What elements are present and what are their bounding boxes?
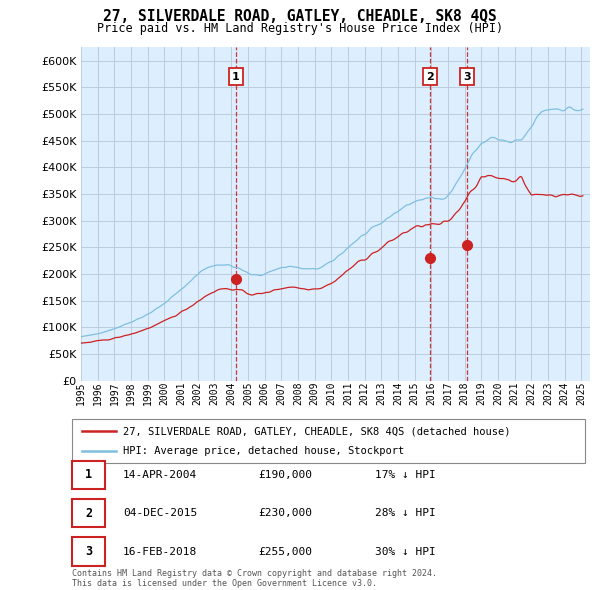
Text: 16-FEB-2018: 16-FEB-2018: [123, 547, 197, 556]
Text: Price paid vs. HM Land Registry's House Price Index (HPI): Price paid vs. HM Land Registry's House …: [97, 22, 503, 35]
Text: 2: 2: [426, 71, 434, 81]
Text: 27, SILVERDALE ROAD, GATLEY, CHEADLE, SK8 4QS (detached house): 27, SILVERDALE ROAD, GATLEY, CHEADLE, SK…: [124, 427, 511, 436]
Text: £190,000: £190,000: [258, 470, 312, 480]
Text: £230,000: £230,000: [258, 509, 312, 518]
Text: 14-APR-2004: 14-APR-2004: [123, 470, 197, 480]
Text: £255,000: £255,000: [258, 547, 312, 556]
Text: 1: 1: [85, 468, 92, 481]
Text: 28% ↓ HPI: 28% ↓ HPI: [375, 509, 436, 518]
Text: 1: 1: [232, 71, 240, 81]
Text: 27, SILVERDALE ROAD, GATLEY, CHEADLE, SK8 4QS: 27, SILVERDALE ROAD, GATLEY, CHEADLE, SK…: [103, 9, 497, 24]
Text: 04-DEC-2015: 04-DEC-2015: [123, 509, 197, 518]
Text: 2: 2: [85, 507, 92, 520]
Text: Contains HM Land Registry data © Crown copyright and database right 2024.
This d: Contains HM Land Registry data © Crown c…: [72, 569, 437, 588]
Text: 30% ↓ HPI: 30% ↓ HPI: [375, 547, 436, 556]
Text: 3: 3: [463, 71, 470, 81]
Text: HPI: Average price, detached house, Stockport: HPI: Average price, detached house, Stoc…: [124, 446, 404, 455]
Text: 17% ↓ HPI: 17% ↓ HPI: [375, 470, 436, 480]
Text: 3: 3: [85, 545, 92, 558]
